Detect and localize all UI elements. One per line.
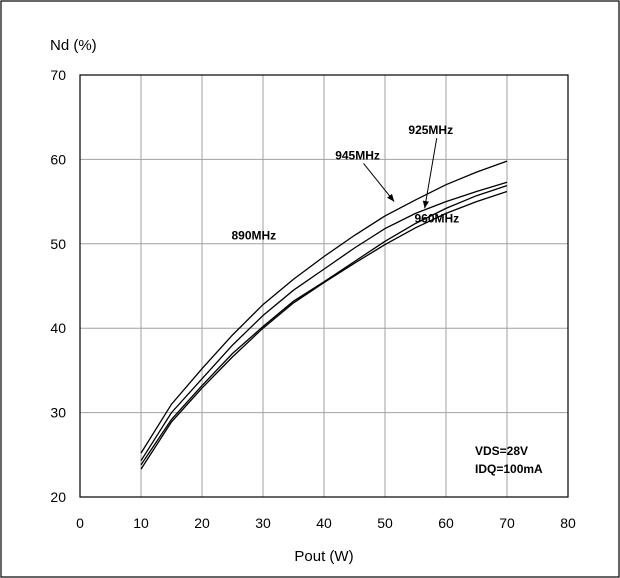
series-label-945mhz: 945MHz	[335, 148, 380, 162]
series-line-945mhz	[140, 181, 508, 462]
x-tick-label: 80	[560, 515, 576, 531]
y-tick-label: 20	[50, 489, 66, 505]
label-arrows	[363, 137, 438, 209]
series-line-925mhz	[140, 184, 508, 466]
y-tick-label: 70	[50, 67, 66, 83]
series-label-925mhz: 925MHz	[408, 123, 453, 137]
annotation-idq: IDQ=100mA	[475, 462, 543, 476]
plot-area-border	[79, 74, 569, 498]
x-tick-label: 0	[76, 515, 84, 531]
series-lines	[140, 160, 508, 470]
y-tick-label: 30	[50, 405, 66, 421]
label-arrow-head	[387, 193, 395, 202]
x-axis-label: Pout (W)	[294, 548, 353, 565]
x-tick-label: 10	[133, 515, 149, 531]
series-line-960mhz	[140, 190, 508, 470]
series-label-890mhz: 890MHz	[232, 229, 277, 243]
label-arrow-line	[363, 163, 395, 202]
x-tick-label: 30	[255, 515, 271, 531]
y-tick-label: 40	[50, 320, 66, 336]
tick-labels: 0 10 20 30 40 50 60 70 80 20 30 40 50 60 70	[50, 67, 576, 531]
label-arrow-line	[424, 137, 438, 209]
series-line-890mhz	[140, 160, 508, 454]
label-arrow-head	[422, 200, 429, 209]
gridlines	[80, 75, 568, 497]
series-label-960mhz: 960MHz	[415, 212, 460, 226]
y-tick-label: 60	[50, 151, 66, 167]
x-tick-label: 40	[316, 515, 332, 531]
x-tick-label: 70	[499, 515, 515, 531]
y-axis-label: Nd (%)	[50, 37, 97, 54]
series-labels: 890MHz 945MHz 925MHz 960MHz	[232, 123, 460, 243]
x-tick-label: 60	[438, 515, 454, 531]
x-tick-label: 20	[194, 515, 210, 531]
x-tick-label: 50	[377, 515, 393, 531]
y-tick-label: 50	[50, 236, 66, 252]
annotation-vds: VDS=28V	[475, 444, 528, 458]
